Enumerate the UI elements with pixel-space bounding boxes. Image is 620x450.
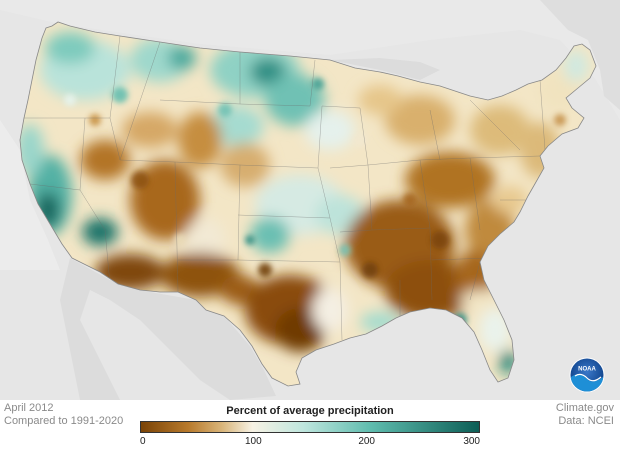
baseline-label: Compared to 1991-2020 — [4, 415, 124, 427]
source-site-label: Climate.gov — [555, 402, 614, 414]
map-canvas — [0, 0, 620, 400]
colorbar-tick-200: 200 — [358, 436, 375, 447]
period-label: April 2012 — [4, 402, 54, 414]
precip-field — [20, 22, 596, 386]
legend-footer: April 2012 Compared to 1991-2020 Percent… — [0, 400, 620, 450]
legend-title: Percent of average precipitation — [226, 405, 394, 417]
colorbar — [140, 421, 480, 433]
pacific-ocean — [0, 120, 60, 270]
state-boundaries — [24, 35, 546, 341]
mexico-region — [60, 258, 276, 400]
precipitation-map: NOAA — [0, 0, 620, 400]
background-land — [0, 0, 620, 400]
source-data-label: Data: NCEI — [558, 415, 614, 427]
great-lakes-north — [330, 58, 440, 80]
us-outline — [19, 21, 597, 387]
map-metadata: April 2012 Compared to 1991-2020 — [4, 402, 123, 428]
map-credits: Climate.gov Data: NCEI — [556, 402, 614, 428]
noaa-logo: NOAA — [569, 357, 605, 393]
colorbar-tick-0: 0 — [140, 436, 146, 447]
canada-region — [0, 0, 620, 120]
colorbar-tick-100: 100 — [244, 436, 262, 447]
noaa-logo-text: NOAA — [578, 367, 596, 373]
colorbar-tick-300: 300 — [463, 436, 480, 447]
canada-east — [540, 0, 620, 110]
